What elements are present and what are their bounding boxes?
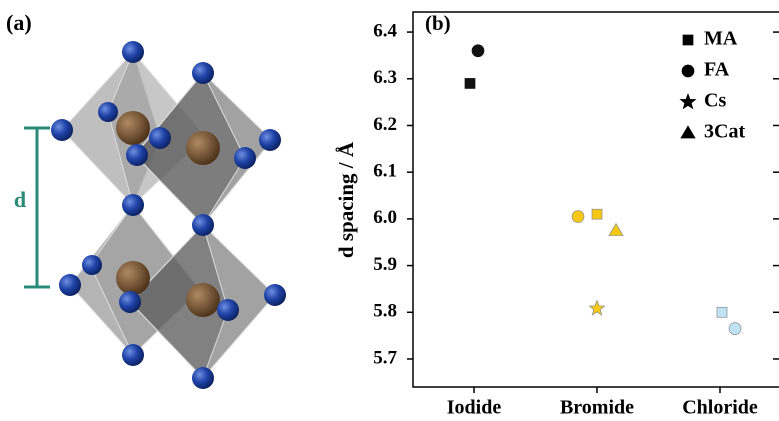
halide-atom: [192, 367, 214, 389]
legend-label: 3Cat: [704, 121, 745, 143]
y-tick-label: 6.3: [373, 67, 397, 88]
y-tick-label: 5.8: [373, 301, 397, 322]
halide-atom: [122, 344, 144, 366]
a-site-atom: [116, 111, 150, 145]
panel-label: (a): [6, 10, 32, 35]
crystal-structure: d (a): [6, 10, 286, 389]
legend-marker: [682, 65, 694, 77]
halide-atom: [122, 194, 144, 216]
data-point: [472, 45, 484, 57]
y-tick-label: 6.4: [373, 20, 397, 41]
spacing-label: d: [14, 187, 26, 212]
legend-label: Cs: [704, 90, 726, 112]
a-site-atom: [116, 261, 150, 295]
chart: (b) d spacing / Å 5.7 5.8 5.9 6.0 6.1 6.2 6.3 6…: [334, 11, 779, 419]
legend-marker: [683, 35, 693, 45]
halide-atom: [259, 129, 281, 151]
data-point: [729, 323, 741, 335]
a-site-atom: [186, 283, 220, 317]
y-tick-label: 6.0: [373, 207, 397, 228]
data-point: [572, 211, 584, 223]
panel-label: (b): [425, 11, 451, 35]
halide-atom: [59, 274, 81, 296]
halide-atom: [126, 144, 148, 166]
y-tick-label: 6.1: [373, 161, 397, 182]
halide-atom: [149, 127, 171, 149]
y-tick-label: 5.9: [373, 254, 397, 275]
legend-label: MA: [704, 28, 738, 50]
halide-atom: [217, 299, 239, 321]
data-point: [589, 301, 604, 316]
halide-atom: [51, 119, 73, 141]
y-axis-title: d spacing / Å: [334, 141, 358, 258]
halide-atom: [82, 255, 102, 275]
halide-atom: [234, 147, 256, 169]
a-site-atom: [186, 131, 220, 165]
x-tick-label: Bromide: [560, 397, 634, 419]
x-tick-label: Iodide: [447, 397, 502, 419]
data-point: [609, 224, 623, 236]
halide-atom: [192, 214, 214, 236]
halide-atom: [98, 102, 118, 122]
halide-atom: [122, 41, 144, 63]
data-point: [592, 209, 602, 219]
y-tick-label: 5.7: [373, 347, 397, 368]
data-point: [717, 307, 727, 317]
halide-atom: [192, 62, 214, 84]
spacing-bracket: [24, 128, 50, 287]
x-tick-label: Chloride: [682, 397, 758, 419]
figure: d (a) (b) d spacing / Å 5.7 5.8 5.9 6.0 6.1 6…: [0, 0, 779, 421]
halide-atom: [264, 284, 286, 306]
data-point: [465, 78, 475, 88]
legend-marker: [681, 126, 695, 138]
legend-label: FA: [704, 59, 730, 81]
legend-marker: [680, 94, 695, 109]
y-tick-label: 6.2: [373, 114, 397, 135]
halide-atom: [119, 291, 141, 313]
